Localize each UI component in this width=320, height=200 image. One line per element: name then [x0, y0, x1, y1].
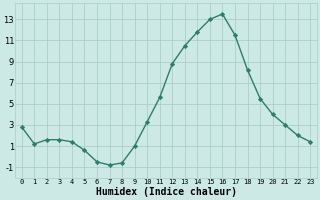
X-axis label: Humidex (Indice chaleur): Humidex (Indice chaleur)	[95, 186, 236, 197]
